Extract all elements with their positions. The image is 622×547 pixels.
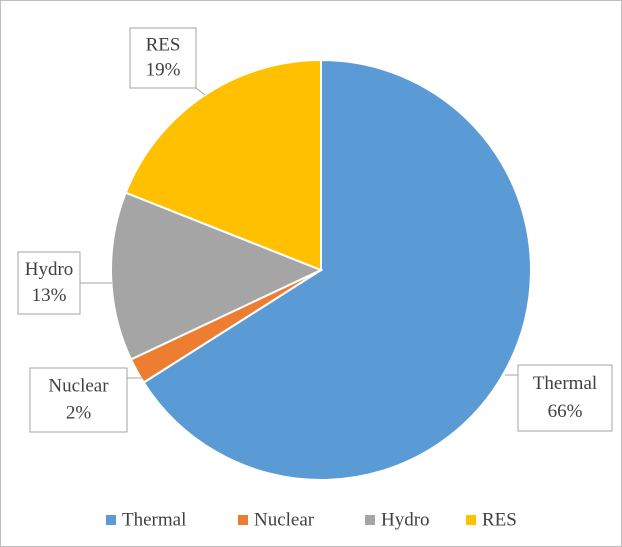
- data-label-name: Thermal: [533, 373, 597, 394]
- pie-slice: [142, 58, 532, 481]
- legend-label: Nuclear: [254, 509, 315, 530]
- label-box: [129, 27, 197, 89]
- data-label-value: 66%: [548, 401, 583, 422]
- data-label-value: 2%: [66, 402, 92, 423]
- data-label-value: 13%: [32, 285, 67, 306]
- legend-swatch: [365, 515, 375, 525]
- legend-label: Hydro: [381, 509, 430, 530]
- label-box: [17, 251, 81, 315]
- legend-swatch: [466, 515, 476, 525]
- legend-swatch: [238, 515, 248, 525]
- data-label-name: RES: [146, 34, 181, 55]
- data-label-name: Nuclear: [48, 376, 109, 397]
- label-box: [29, 367, 128, 433]
- legend-label: RES: [482, 509, 517, 530]
- data-label-name: Hydro: [25, 259, 74, 280]
- legend-label: Thermal: [122, 509, 186, 530]
- label-box: [517, 364, 613, 432]
- data-label-value: 19%: [146, 60, 181, 81]
- pie-slice: [110, 191, 324, 361]
- legend-swatch: [106, 515, 116, 525]
- pie-slice: [124, 58, 322, 272]
- leader-line: [195, 87, 206, 96]
